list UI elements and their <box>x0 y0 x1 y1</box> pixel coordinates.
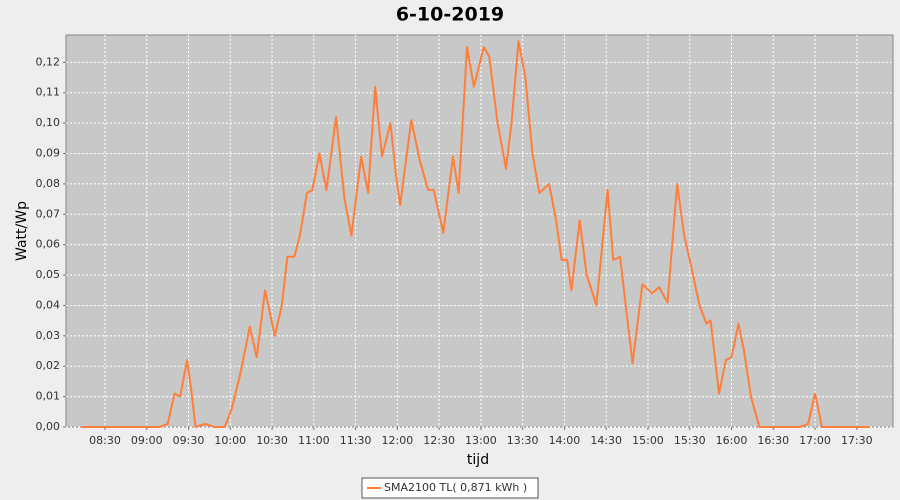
x-tick-label: 14:00 <box>549 434 581 447</box>
y-tick-label: 0,11 <box>36 86 61 99</box>
x-tick-label: 15:00 <box>632 434 664 447</box>
x-tick-label: 14:30 <box>590 434 622 447</box>
y-tick-label: 0,05 <box>36 268 61 281</box>
y-tick-label: 0,09 <box>36 147 61 160</box>
x-tick-label: 09:00 <box>131 434 163 447</box>
plot-area <box>65 34 894 428</box>
y-tick-label: 0,00 <box>36 420 61 433</box>
y-axis-label: Watt/Wp <box>14 201 30 261</box>
x-axis-label: tijd <box>467 452 489 468</box>
chart-title: 6-10-2019 <box>396 4 504 26</box>
y-tick-label: 0,10 <box>36 116 61 129</box>
x-tick-label: 12:30 <box>423 434 455 447</box>
x-tick-label: 13:00 <box>465 434 497 447</box>
x-tick-label: 16:30 <box>757 434 789 447</box>
y-tick-label: 0,07 <box>36 207 61 220</box>
y-tick-label: 0,08 <box>36 177 61 190</box>
x-tick-label: 17:00 <box>799 434 831 447</box>
x-tick-label: 10:30 <box>256 434 288 447</box>
x-tick-label: 10:00 <box>214 434 246 447</box>
x-tick-label: 15:30 <box>674 434 706 447</box>
y-tick-label: 0,06 <box>36 238 61 251</box>
data-line <box>81 40 870 428</box>
x-tick-label: 08:30 <box>89 434 121 447</box>
y-tick-label: 0,03 <box>36 329 61 342</box>
y-tick-label: 0,12 <box>36 55 61 68</box>
y-tick-label: 0,01 <box>36 390 61 403</box>
legend-label: SMA2100 TL( 0,871 kWh ) <box>384 481 527 494</box>
legend <box>361 477 539 499</box>
x-tick-label: 17:30 <box>841 434 873 447</box>
x-tick-label: 11:00 <box>298 434 330 447</box>
y-tick-label: 0,02 <box>36 359 61 372</box>
x-tick-label: 12:00 <box>382 434 414 447</box>
x-tick-label: 13:30 <box>507 434 539 447</box>
x-tick-label: 11:30 <box>340 434 372 447</box>
y-tick-label: 0,04 <box>36 298 61 311</box>
x-tick-label: 09:30 <box>173 434 205 447</box>
x-tick-label: 16:00 <box>716 434 748 447</box>
